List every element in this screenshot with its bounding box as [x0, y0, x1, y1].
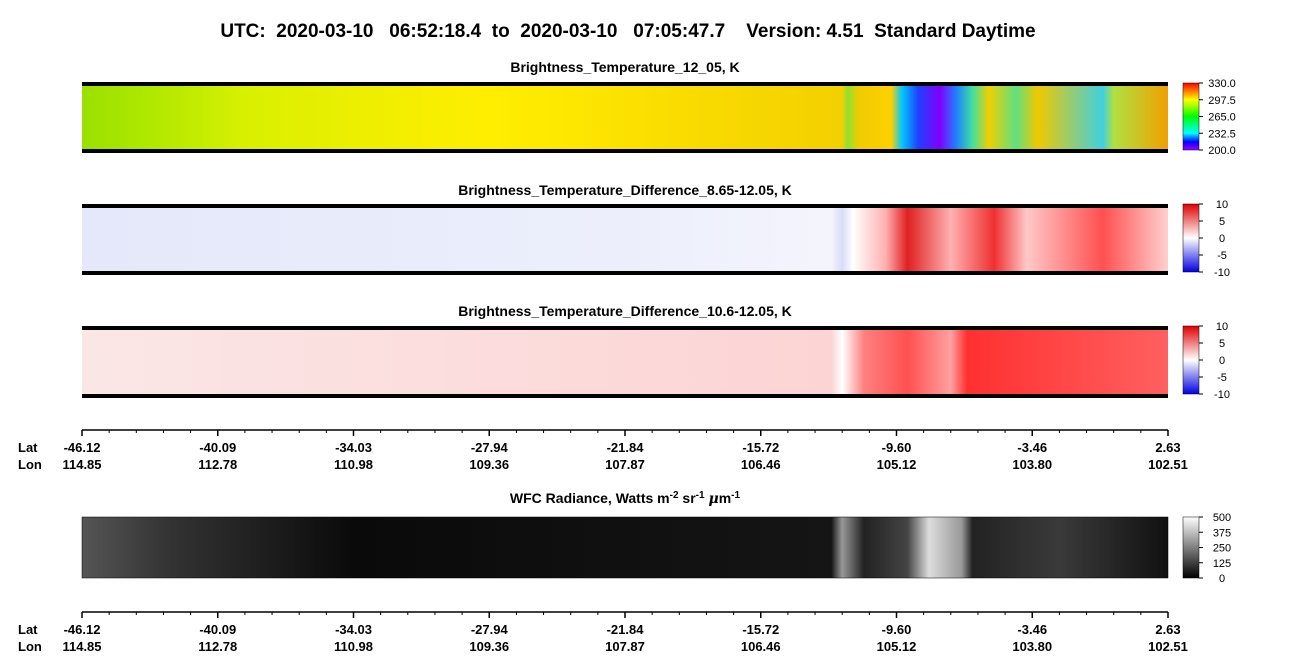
strip-edge: [82, 326, 1168, 330]
lon-value: 114.85: [62, 639, 101, 654]
panel-title: Brightness_Temperature_12_05, K: [510, 59, 739, 75]
lat-value: -40.09: [199, 440, 236, 455]
colorbar-label: 5: [1219, 216, 1225, 228]
lon-value: 102.51: [1148, 457, 1188, 472]
colorbar-label: 0: [1219, 233, 1225, 245]
colorbar-label: 232.5: [1208, 128, 1236, 140]
colorbar: [1182, 325, 1200, 395]
colorbar-label: -5: [1217, 250, 1227, 262]
lon-label: Lon: [18, 639, 42, 654]
colorbar-label: 5: [1219, 338, 1225, 350]
panel-title: Brightness_Temperature_Difference_8.65-1…: [458, 182, 792, 198]
lat-value: -3.46: [1017, 440, 1047, 455]
colorbar-label: 265.0: [1208, 112, 1236, 124]
lat-value: -15.72: [742, 622, 779, 637]
lat-value: -46.12: [64, 440, 101, 455]
colorbar-label: 500: [1213, 512, 1231, 524]
title-part: sr: [679, 490, 697, 506]
colorbar-label: 0: [1219, 355, 1225, 367]
colorbar-label: 0: [1219, 573, 1225, 585]
lon-value: 112.78: [198, 457, 237, 472]
lat-value: -15.72: [742, 440, 779, 455]
lon-value: 107.87: [605, 457, 645, 472]
title-part: -1: [731, 490, 740, 501]
colorbar: [1182, 516, 1200, 579]
colorbar: [1182, 82, 1200, 151]
lon-value: 109.36: [469, 457, 509, 472]
lat-value: -46.12: [64, 622, 101, 637]
lat-value: -21.84: [607, 440, 645, 455]
colorbar-label: 125: [1213, 558, 1231, 570]
lat-value: -34.03: [335, 622, 372, 637]
lat-value: -9.60: [882, 440, 912, 455]
colorbar-label: 10: [1216, 321, 1228, 333]
lat-value: -40.09: [199, 622, 236, 637]
lat-value: -9.60: [882, 622, 912, 637]
lat-value: 2.63: [1155, 440, 1180, 455]
colorbar-label: -10: [1214, 389, 1230, 401]
page-title: UTC: 2020-03-10 06:52:18.4 to 2020-03-10…: [220, 21, 1035, 42]
lat-label: Lat: [18, 440, 38, 455]
colorbar-label: 250: [1213, 543, 1231, 555]
strip-edge: [82, 271, 1168, 275]
image-strip: [82, 329, 1168, 395]
lon-value: 114.85: [62, 457, 101, 472]
strip-edge: [82, 149, 1168, 153]
lat-label: Lat: [18, 622, 38, 637]
colorbar-label: 297.5: [1208, 95, 1236, 107]
image-strip: [82, 207, 1168, 272]
colorbar-label: 10: [1216, 199, 1228, 211]
panel-title: Brightness_Temperature_Difference_10.6-1…: [458, 303, 792, 319]
lat-value: -21.84: [607, 622, 645, 637]
strip-edge: [82, 82, 1168, 86]
image-strip: [82, 85, 1168, 150]
panel-title: WFC Radiance, Watts m-2 sr-1 μm-1: [510, 490, 741, 508]
title-part: -1: [696, 490, 705, 501]
lon-value: 107.87: [605, 639, 645, 654]
lat-value: -3.46: [1017, 622, 1047, 637]
lon-value: 110.98: [334, 457, 373, 472]
strip-edge: [82, 394, 1168, 398]
colorbar-label: -5: [1217, 372, 1227, 384]
lon-value: 105.12: [877, 639, 917, 654]
strip-edge: [82, 204, 1168, 208]
lat-value: 2.63: [1155, 622, 1180, 637]
colorbar-label: -10: [1214, 267, 1230, 279]
lon-value: 105.12: [877, 457, 917, 472]
lon-value: 109.36: [469, 639, 509, 654]
lon-value: 106.46: [741, 639, 781, 654]
lon-value: 110.98: [334, 639, 373, 654]
colorbar-label: 330.0: [1208, 78, 1236, 90]
title-part: m: [719, 490, 731, 506]
lon-value: 103.80: [1012, 457, 1052, 472]
image-strip: [81, 516, 1169, 579]
title-part: μ: [708, 491, 718, 507]
lat-value: -27.94: [471, 622, 509, 637]
lat-value: -34.03: [335, 440, 372, 455]
lat-value: -27.94: [471, 440, 509, 455]
lon-value: 103.80: [1012, 639, 1052, 654]
colorbar: [1182, 203, 1200, 273]
colorbar-label: 375: [1213, 527, 1231, 539]
title-part: -2: [670, 490, 679, 501]
lon-value: 106.46: [741, 457, 781, 472]
lon-value: 102.51: [1148, 639, 1188, 654]
lon-label: Lon: [18, 457, 42, 472]
title-part: WFC Radiance, Watts m: [510, 490, 670, 506]
colorbar-label: 200.0: [1208, 145, 1236, 157]
lon-value: 112.78: [198, 639, 237, 654]
